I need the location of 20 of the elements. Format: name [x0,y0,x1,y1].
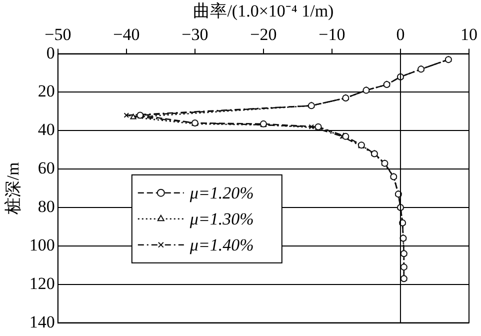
y-tick-label: 0 [46,43,55,62]
y-tick-label: 20 [38,82,55,101]
y-tick-label: 120 [29,274,55,293]
x-tick-label: −30 [182,25,208,44]
legend-label: μ=1.30% [188,209,254,228]
y-tick-label: 140 [29,312,55,332]
x-tick-label: −10 [318,25,346,44]
y-tick-label: 80 [38,196,55,216]
x-axis-title: 曲率/(1.0×10⁻⁴ 1/m) [193,2,334,21]
x-tick-label: 10 [460,25,478,44]
x-tick-label: 0 [396,25,405,44]
legend-label: μ=1.20% [188,183,254,202]
y-tick-label: 100 [29,235,55,254]
legend-label: μ=1.40% [188,235,254,254]
x-tick-label: −50 [44,25,72,44]
y-tick-label: 40 [38,120,55,140]
x-tick-label: −40 [113,25,140,44]
x-tick-label: −20 [250,25,277,44]
y-tick-label: 60 [38,158,55,178]
y-axis-title: 桩深/m [4,162,23,216]
